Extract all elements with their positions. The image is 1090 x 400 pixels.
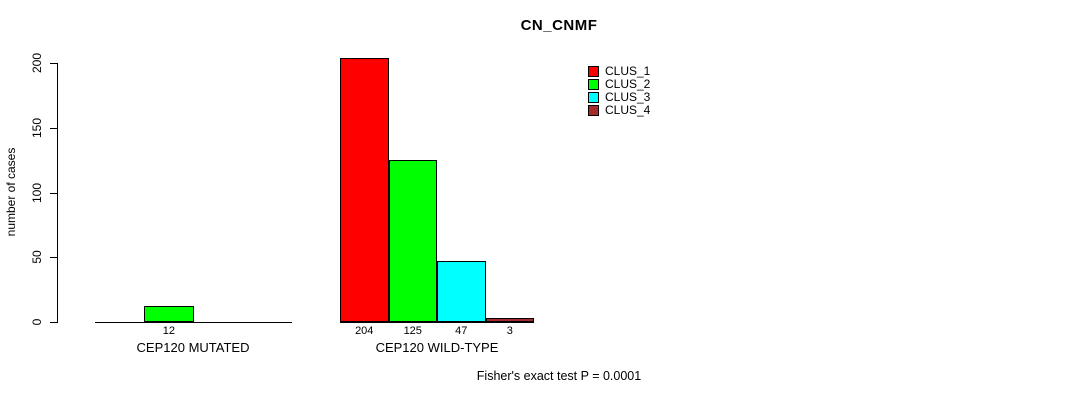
bar-clus_1 [340,57,389,322]
y-tick-label: 150 [30,117,44,138]
legend-swatch-clus2 [588,79,599,90]
y-tick [50,257,57,259]
fisher-test-annotation: Fisher's exact test P = 0.0001 [476,369,642,383]
x-axis-line [340,322,534,323]
legend-item: CLUS_1 [588,65,650,78]
legend-swatch-clus3 [588,92,599,103]
bar-value-label: 125 [403,325,422,337]
y-tick [50,63,57,64]
bar-value-label: 204 [355,325,374,337]
x-axis-line [95,322,292,323]
y-tick [50,322,57,323]
legend-item: CLUS_3 [588,91,650,104]
bar-clus_2 [388,160,437,322]
legend: CLUS_1 CLUS_2 CLUS_3 CLUS_4 [588,65,650,117]
bar-value-label: 12 [162,325,175,337]
x-group-label-mutated: CEP120 MUTATED [136,340,250,355]
legend-item: CLUS_4 [588,104,650,117]
bar-clus_3 [437,261,486,322]
y-axis-line [57,63,58,323]
bar-clus_4 [485,318,534,322]
legend-label: CLUS_2 [605,77,651,91]
bar-clus_2 [144,306,194,322]
legend-label: CLUS_1 [605,64,651,78]
y-tick-label: 50 [30,250,44,264]
y-tick [50,192,57,194]
legend-swatch-clus1 [588,66,599,77]
legend-item: CLUS_2 [588,78,650,91]
bar-value-label: 3 [506,325,513,337]
legend-swatch-clus4 [588,105,599,116]
x-group-label-wildtype: CEP120 WILD-TYPE [375,340,499,355]
y-axis-title: number of cases [4,147,18,237]
legend-label: CLUS_3 [605,90,651,104]
y-tick-label: 0 [30,318,44,326]
chart-title: CN_CNMF [520,17,598,34]
y-tick [50,127,57,129]
y-tick-label: 100 [30,182,44,203]
y-tick-label: 200 [30,52,44,74]
legend-label: CLUS_4 [605,103,651,117]
bar-value-label: 47 [455,325,468,337]
